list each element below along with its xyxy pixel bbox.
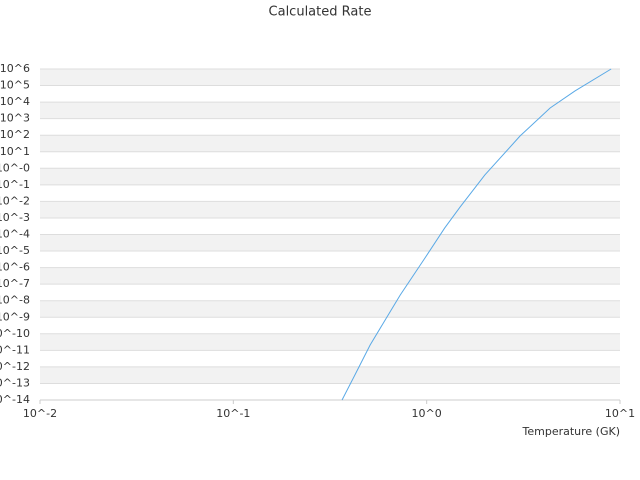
x-tick-label: 10^-1 bbox=[216, 407, 250, 420]
y-tick-label: 10^3 bbox=[0, 112, 30, 125]
y-tick-label: 10^-12 bbox=[0, 360, 30, 373]
y-tick-label: 10^-8 bbox=[0, 294, 30, 307]
y-tick-label: 10^-10 bbox=[0, 327, 30, 340]
y-tick-label: 10^-14 bbox=[0, 393, 30, 406]
grid-band bbox=[40, 69, 620, 86]
y-tick-label: 10^-6 bbox=[0, 261, 30, 274]
grid-band bbox=[40, 168, 620, 185]
grid-band bbox=[40, 102, 620, 119]
grid-band bbox=[40, 135, 620, 152]
grid-band bbox=[40, 366, 620, 384]
x-tick-label: 10^0 bbox=[412, 407, 442, 420]
y-tick-label: 10^2 bbox=[0, 128, 30, 141]
y-tick-label: 10^-4 bbox=[0, 228, 30, 241]
y-tick-label: 10^-2 bbox=[0, 194, 30, 207]
y-tick-label: 10^-5 bbox=[0, 244, 30, 257]
y-tick-label: 10^1 bbox=[0, 145, 30, 158]
y-tick-label: 10^5 bbox=[0, 79, 30, 92]
y-tick-label: 10^-0 bbox=[0, 161, 30, 174]
y-tick-label: 10^-7 bbox=[0, 277, 30, 290]
grid-band bbox=[40, 300, 620, 318]
y-tick-label: 10^-9 bbox=[0, 310, 30, 323]
grid-band bbox=[40, 267, 620, 285]
y-tick-label: 10^-11 bbox=[0, 343, 30, 356]
y-tick-label: 10^-13 bbox=[0, 376, 30, 389]
data-line bbox=[341, 68, 612, 401]
y-tick-label: 10^4 bbox=[0, 95, 30, 108]
x-axis-label: Temperature (GK) bbox=[522, 425, 621, 438]
grid-band bbox=[40, 333, 620, 351]
y-tick-label: 10^6 bbox=[0, 62, 30, 75]
x-tick-label: 10^-2 bbox=[23, 407, 57, 420]
grid-band bbox=[40, 201, 620, 218]
y-tick-label: 10^-3 bbox=[0, 211, 30, 224]
chart-title: Calculated Rate bbox=[269, 5, 372, 20]
grid-band bbox=[40, 234, 620, 252]
y-tick-label: 10^-1 bbox=[0, 178, 30, 191]
x-tick-label: 10^1 bbox=[605, 407, 635, 420]
